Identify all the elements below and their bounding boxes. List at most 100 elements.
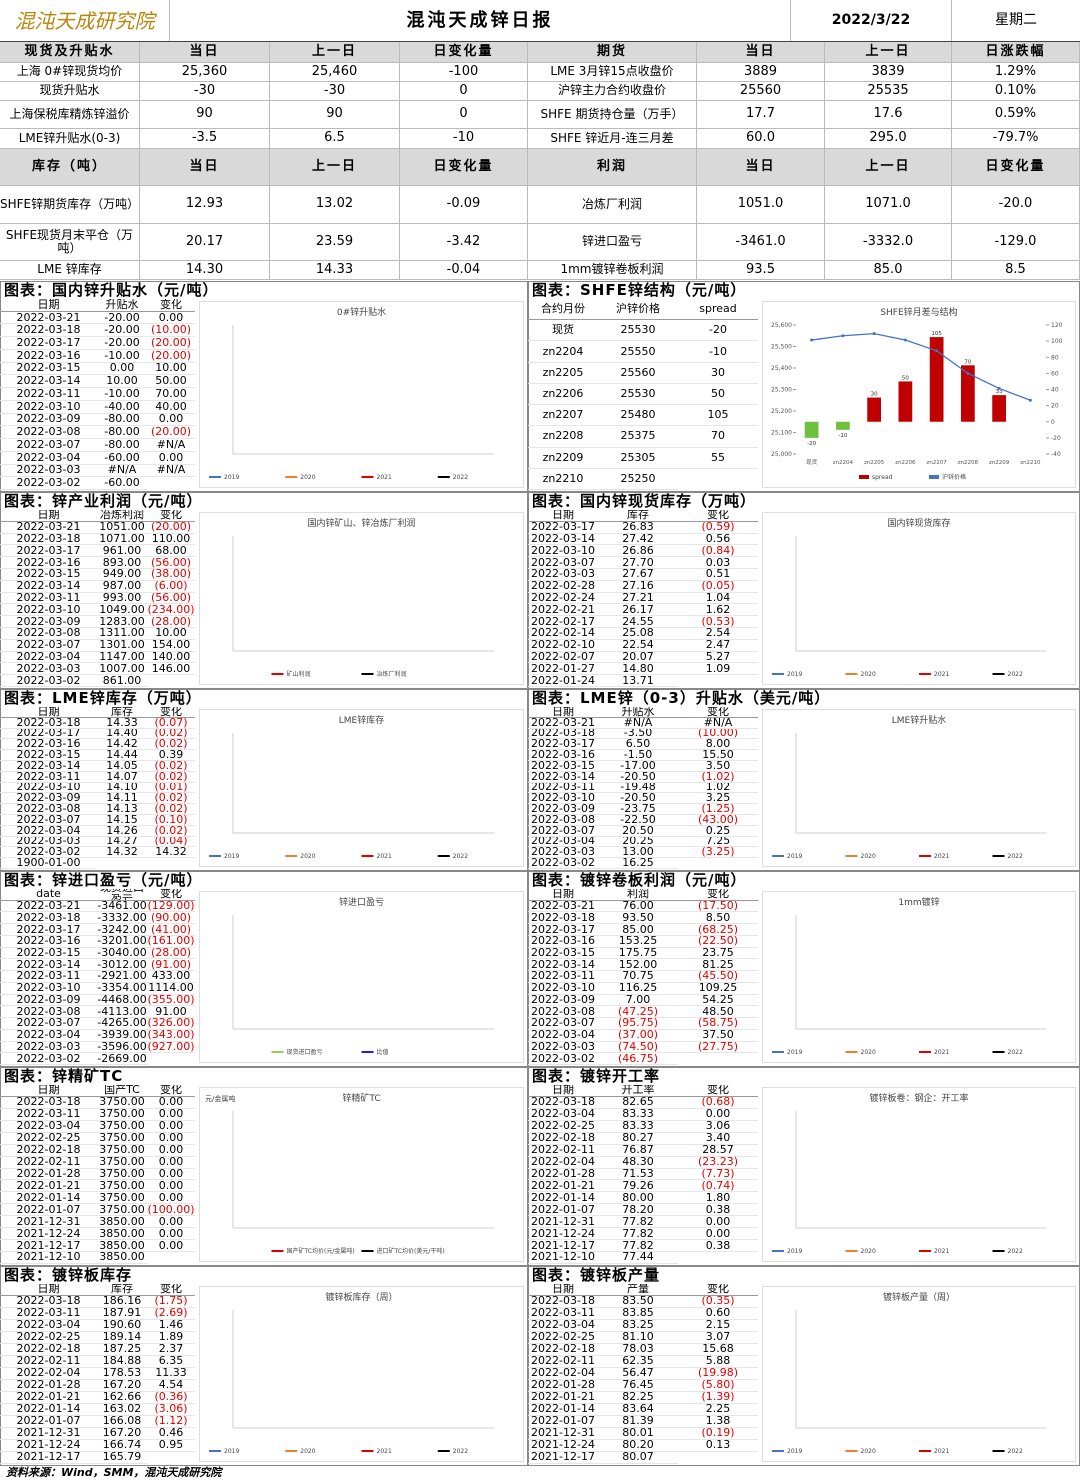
weekday: 星期二 <box>995 12 1037 29</box>
chart-title: 1mm镀锌 <box>898 896 939 908</box>
panel-table-cell: (0.05) <box>678 581 758 593</box>
x-tick-label: zn2207 <box>926 460 947 466</box>
table-cell: 90 <box>140 101 270 129</box>
bar <box>867 397 881 422</box>
table-cell: 90 <box>270 101 400 129</box>
panel-table-cell: 25530 <box>598 320 678 342</box>
legend-label: 2020 <box>300 1448 315 1455</box>
panel-table-cell: 2021-12-17 <box>528 1240 598 1253</box>
panel-table-header: 产量 <box>598 1284 678 1296</box>
panel-table-cell: 2022-03-08 <box>528 1006 598 1019</box>
panel-table-cell: (27.75) <box>678 1042 758 1054</box>
panel-table-cell: 77.82 <box>598 1240 678 1253</box>
panel-table-cell: 10.00 <box>97 375 147 389</box>
footer: 资料来源：Wind，SMM，混沌天成研究院 <box>6 1466 222 1479</box>
panel-table-cell: 0.00 <box>147 1133 195 1145</box>
panel-table-header: 日期 <box>528 889 598 901</box>
table-cell: 1071.0 <box>825 186 952 224</box>
panel-table-cell: (1.12) <box>147 1416 195 1428</box>
legend-label: 2022 <box>1008 1448 1023 1455</box>
table-cell: 上海保税库精炼锌溢价 <box>0 101 140 129</box>
y-tick-label: 25,500 <box>771 344 792 351</box>
panel-table-cell: 0.39 <box>147 750 195 761</box>
legend-label: 2021 <box>934 1248 949 1255</box>
legend-label: 国产矿TC均价(元/金属吨) <box>287 1247 355 1255</box>
legend-label: 2020 <box>861 1248 876 1255</box>
chart-unit: 元/金属吨 <box>205 1094 235 1103</box>
report-title: 混沌天成锌日报 <box>406 10 554 32</box>
panel-table-cell: 25550 <box>598 341 678 363</box>
panel-table-cell: 2022-03-17 <box>528 924 598 936</box>
y2-tick-label: 40 <box>1051 387 1059 394</box>
panel-table-cell: 2021-12-17 <box>0 1452 97 1464</box>
panel-table-cell: -3596.00 <box>97 1041 147 1054</box>
table-cell: -3461.0 <box>697 224 825 261</box>
panel-table-cell: (0.10) <box>147 815 195 826</box>
panel-table-cell: -10.00 <box>97 350 147 363</box>
chart-title: 镀锌板卷：钢企：开工率 <box>869 1092 968 1104</box>
panel-table-cell: 48.50 <box>678 1006 758 1019</box>
panel-table-cell: 2022-02-04 <box>528 1157 598 1169</box>
panel-table-cell: 2.25 <box>678 1404 758 1416</box>
table-cell: 14.30 <box>140 261 270 280</box>
panel-table-cell: 2022-03-11 <box>528 1308 598 1320</box>
legend-label: 2022 <box>1008 1248 1023 1255</box>
panel-table-cell: -10.00 <box>97 388 147 401</box>
panel-table-cell: 0.03 <box>678 557 758 569</box>
data-label: 50 <box>902 375 909 381</box>
panel-table-cell: 54.25 <box>678 995 758 1007</box>
panel-table-cell: 14.42 <box>97 739 147 751</box>
panel-table-cell: (0.02) <box>147 761 195 772</box>
panel-table-header: 升贴水 <box>598 707 678 718</box>
table-cell: LME锌升贴水(0-3) <box>0 129 140 149</box>
panel-table-cell: (56.00) <box>147 593 195 605</box>
table-cell: 17.6 <box>825 101 952 129</box>
panel-table-cell: (1.39) <box>678 1392 758 1404</box>
table-cell: 0.10% <box>952 82 1080 101</box>
panel-table-cell: 25560 <box>598 363 678 384</box>
chart-title: 镀锌板产量（周） <box>883 1291 955 1303</box>
panel-table-cell: (129.00) <box>147 900 195 913</box>
panel-table-cell: (2.69) <box>147 1308 195 1320</box>
panel-table-cell: 14.40 <box>97 729 147 740</box>
table-cell: LME 3月锌15点收盘价 <box>528 63 697 82</box>
panel-table-cell: 3750.00 <box>97 1145 147 1157</box>
panel-table-cell: 1049.00 <box>97 604 147 617</box>
bar <box>929 337 944 422</box>
data-label: -20 <box>807 441 816 447</box>
panel-table-cell: (7.73) <box>678 1169 758 1181</box>
panel-table-cell: 2022-03-18 <box>0 912 97 925</box>
panel-title: 图表：LME锌（0-3）升贴水（美元/吨） <box>532 689 831 707</box>
panel-table-cell: 93.50 <box>598 912 678 925</box>
panel-table-cell: 167.20 <box>97 1380 147 1392</box>
panel-table-cell: 78.03 <box>598 1344 678 1356</box>
panel-table-cell: (20.00) <box>147 337 195 350</box>
panel-border <box>0 1067 528 1266</box>
panel-table-cell: 2022-03-07 <box>0 640 97 652</box>
chart-frame <box>199 512 524 685</box>
panel-table-cell: 2022-01-28 <box>528 1380 598 1392</box>
table-header-cell: 上一日 <box>825 42 952 63</box>
panel-border <box>0 871 528 1067</box>
panel-table-cell: 2022-03-18 <box>528 729 598 740</box>
panel-table-cell: 2022-03-02 <box>0 1053 97 1065</box>
panel-table-header: 变化 <box>678 1284 758 1296</box>
table-header-cell: 当日 <box>140 42 270 63</box>
panel-table-cell: (91.00) <box>147 959 195 972</box>
panel-table-cell: 83.64 <box>598 1404 678 1416</box>
panel-table-cell: (1.02) <box>678 772 758 783</box>
table-header-cell: 当日 <box>140 149 270 186</box>
panel-table-cell: 2022-03-17 <box>0 545 97 558</box>
chart-frame <box>199 1087 524 1262</box>
panel-table-cell: 83.33 <box>598 1109 678 1121</box>
panel-table-cell: 3850.00 <box>97 1240 147 1253</box>
panel-table-header: 变化 <box>147 299 195 312</box>
panel-table-cell: (43.00) <box>678 815 758 826</box>
panel-table-cell: 2022-02-04 <box>0 1368 97 1380</box>
panel-table-cell: 2022-01-24 <box>528 675 598 687</box>
panel-table-cell: 2022-03-07 <box>528 1018 598 1030</box>
panel-table-cell: 56.47 <box>598 1368 678 1380</box>
table-cell: 23.59 <box>270 224 400 261</box>
panel-table-cell: 25.08 <box>598 628 678 640</box>
